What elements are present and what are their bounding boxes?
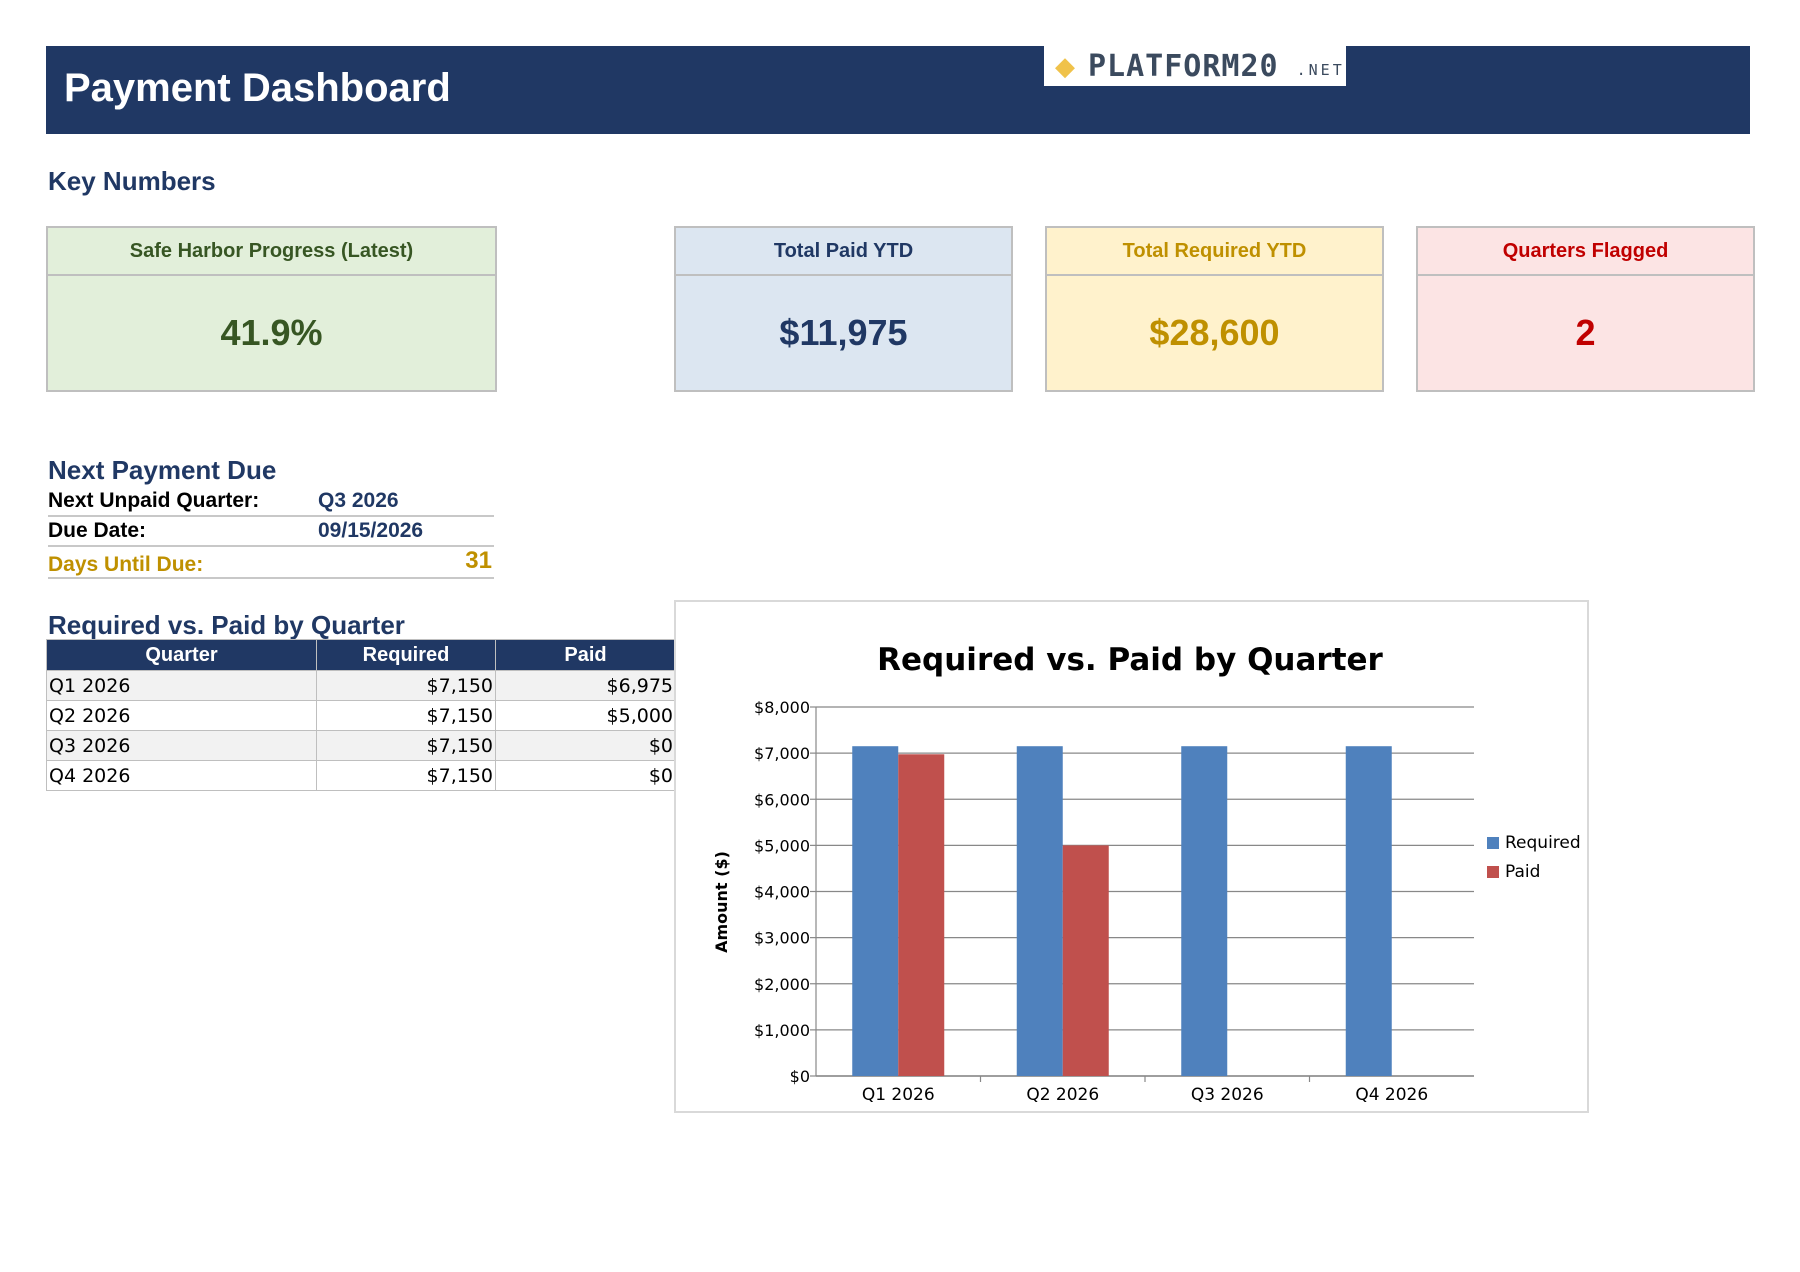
y-tick-label: $1,000 xyxy=(754,1021,810,1040)
table-row: Q2 2026 $7,150 $5,000 xyxy=(46,700,676,731)
paid-cell: $0 xyxy=(495,760,676,791)
paid-cell: $0 xyxy=(495,730,676,761)
quarter-cell: Q4 2026 xyxy=(46,760,317,791)
column-header-required: Required xyxy=(316,639,496,671)
days-until-due-value: 31 xyxy=(465,547,492,574)
required-cell: $7,150 xyxy=(316,700,496,731)
x-tick-label: Q2 2026 xyxy=(1026,1085,1099,1105)
bar-required xyxy=(1016,746,1063,1076)
kpi-card-total-required: Total Required YTD $28,600 xyxy=(1045,226,1384,392)
kpi-label: Quarters Flagged xyxy=(1418,228,1753,276)
chart-svg: Required vs. Paid by Quarter $0 $1,000 $2,… xyxy=(712,642,1581,1105)
bar-required xyxy=(1345,746,1392,1076)
chart-title: Required vs. Paid by Quarter xyxy=(877,642,1383,678)
y-tick-label: $4,000 xyxy=(754,883,810,902)
x-tick-label: Q4 2026 xyxy=(1355,1085,1428,1105)
info-value: Q3 2026 xyxy=(318,489,399,512)
legend-swatch-paid xyxy=(1487,866,1499,878)
chart-legend: Required Paid xyxy=(1487,833,1581,882)
kpi-label: Total Paid YTD xyxy=(676,228,1011,276)
required-vs-paid-chart: Required vs. Paid by Quarter $0 $1,000 $2,… xyxy=(674,600,1589,1113)
legend-label-paid: Paid xyxy=(1505,862,1540,882)
x-tick-label: Q1 2026 xyxy=(862,1085,935,1105)
kpi-card-quarters-flagged: Quarters Flagged 2 xyxy=(1416,226,1755,392)
paid-cell: $6,975 xyxy=(495,670,676,701)
y-tick-label: $3,000 xyxy=(754,929,810,948)
y-tick-label: $8,000 xyxy=(754,698,810,717)
table-row: Q4 2026 $7,150 $0 xyxy=(46,760,676,791)
bar-paid xyxy=(1062,845,1109,1076)
logo-suffix: .NET xyxy=(1296,61,1345,79)
quarter-table: Quarter Required Paid Q1 2026 $7,150 $6,… xyxy=(46,639,676,791)
platform-logo[interactable]: ◆ PLATFORM20 .NET xyxy=(1044,46,1346,86)
x-tick-label: Q3 2026 xyxy=(1191,1085,1264,1105)
table-row: Q3 2026 $7,150 $0 xyxy=(46,730,676,761)
info-label: Days Until Due: xyxy=(48,553,204,576)
kpi-value: $28,600 xyxy=(1149,312,1280,353)
kpi-label: Safe Harbor Progress (Latest) xyxy=(48,228,495,276)
key-numbers-heading: Key Numbers xyxy=(48,166,216,196)
days-until-due-row: Days Until Due: 31 xyxy=(48,547,494,579)
kpi-value: 41.9% xyxy=(220,312,323,353)
column-header-paid: Paid xyxy=(495,639,676,671)
info-label: Due Date: xyxy=(48,519,147,542)
legend-label-required: Required xyxy=(1505,833,1581,853)
quarter-cell: Q1 2026 xyxy=(46,670,317,701)
page-title: Payment Dashboard xyxy=(64,66,451,110)
table-row: Q1 2026 $7,150 $6,975 xyxy=(46,670,676,701)
y-tick-label: $2,000 xyxy=(754,975,810,994)
y-axis-label: Amount ($) xyxy=(712,851,731,953)
y-tick-label: $7,000 xyxy=(754,744,810,763)
paid-cell: $5,000 xyxy=(495,700,676,731)
logo-text: PLATFORM20 xyxy=(1088,48,1279,84)
next-unpaid-quarter-row: Next Unpaid Quarter: Q3 2026 xyxy=(48,487,494,517)
due-date-row: Due Date: 09/15/2026 xyxy=(48,517,494,547)
chart-y-axis: $0 $1,000 $2,000 $3,000 $4,000 $5,000 $6,000 $7… xyxy=(754,698,810,1086)
kpi-value: $11,975 xyxy=(779,312,908,353)
chart-x-axis: Q1 2026 Q2 2026 Q3 2026 Q4 2026 xyxy=(862,1085,1428,1105)
next-payment-heading: Next Payment Due xyxy=(48,455,277,485)
chart-bars xyxy=(852,746,1392,1076)
info-label: Next Unpaid Quarter: xyxy=(48,489,260,512)
bar-paid xyxy=(898,754,945,1076)
required-cell: $7,150 xyxy=(316,730,496,761)
quarter-cell: Q2 2026 xyxy=(46,700,317,731)
table-header-row: Quarter Required Paid xyxy=(46,639,676,671)
bar-required xyxy=(852,746,899,1076)
bar-required xyxy=(1181,746,1228,1076)
y-tick-label: $5,000 xyxy=(754,836,810,855)
kpi-card-safe-harbor: Safe Harbor Progress (Latest) 41.9% xyxy=(46,226,497,392)
diamond-icon: ◆ xyxy=(1055,50,1075,81)
kpi-value: 2 xyxy=(1575,312,1596,353)
info-value: 09/15/2026 xyxy=(318,519,424,542)
kpi-label: Total Required YTD xyxy=(1047,228,1382,276)
quarter-table-heading: Required vs. Paid by Quarter xyxy=(48,610,405,640)
y-tick-label: $6,000 xyxy=(754,790,810,809)
required-cell: $7,150 xyxy=(316,760,496,791)
column-header-quarter: Quarter xyxy=(46,639,317,671)
dashboard-header: Payment Dashboard ◆ PLATFORM20 .NET xyxy=(46,46,1750,134)
required-cell: $7,150 xyxy=(316,670,496,701)
legend-swatch-required xyxy=(1487,837,1499,849)
y-tick-label: $0 xyxy=(790,1067,810,1086)
kpi-card-total-paid: Total Paid YTD $11,975 xyxy=(674,226,1013,392)
quarter-cell: Q3 2026 xyxy=(46,730,317,761)
